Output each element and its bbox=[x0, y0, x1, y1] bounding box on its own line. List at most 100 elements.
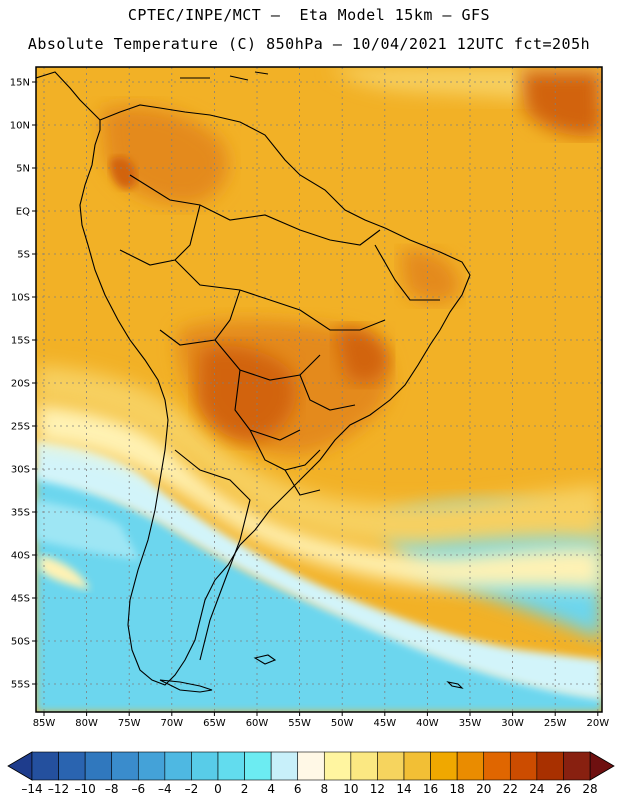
colorbar-swatch bbox=[483, 751, 511, 781]
colorbar-label: 14 bbox=[396, 782, 411, 796]
longitude-labels: 85W 80W 75W 70W 65W 60W 55W 50W 45W 40W 35W 30W 25W 2… bbox=[33, 712, 609, 729]
lon-label: 35W bbox=[459, 718, 482, 729]
colorbar-swatch bbox=[323, 751, 352, 781]
caribbean-islands bbox=[180, 71, 269, 81]
colorbar-label: 28 bbox=[582, 782, 597, 796]
lat-label: 30S bbox=[11, 465, 30, 476]
lat-label: 10S bbox=[11, 293, 30, 304]
colorbar-low-arrow bbox=[7, 751, 33, 781]
colorbar-swatch bbox=[84, 751, 113, 781]
lat-label: EQ bbox=[16, 207, 30, 218]
tierra-del-fuego bbox=[159, 679, 213, 693]
colorbar-swatch bbox=[244, 751, 272, 781]
colorbar-label: 10 bbox=[343, 782, 358, 796]
colorbar-swatch bbox=[563, 751, 591, 781]
colorbar-labels: –14 –12 –10 –8 –6 –4 –2 0 2 4 6 8 10 12 14 16 18 20 22 24 26… bbox=[21, 782, 597, 796]
colorbar-swatch bbox=[350, 751, 378, 781]
lon-label: 80W bbox=[75, 718, 98, 729]
lon-label: 85W bbox=[33, 718, 56, 729]
colorbar-swatch bbox=[58, 751, 86, 781]
lon-label: 20W bbox=[586, 718, 609, 729]
colorbar-high-arrow bbox=[589, 751, 615, 781]
latitude-labels: 15N 10N 5N EQ 5S 10S 15S 20S 25S 30S 35S 40S 45S 50S 5… bbox=[10, 78, 36, 691]
colorbar-label: 6 bbox=[294, 782, 302, 796]
colorbar-label: –4 bbox=[158, 782, 172, 796]
colorbar-swatch bbox=[217, 751, 245, 781]
colorbar-swatch bbox=[509, 751, 538, 781]
lon-label: 65W bbox=[203, 718, 226, 729]
lat-label: 5N bbox=[16, 164, 30, 175]
very-hot-chaco bbox=[198, 346, 296, 441]
lon-label: 55W bbox=[288, 718, 311, 729]
colorbar-label: 8 bbox=[320, 782, 328, 796]
colorbar-swatch bbox=[270, 751, 299, 781]
colorbar-swatch bbox=[430, 751, 458, 781]
mild-band bbox=[36, 400, 602, 590]
falkland-islands bbox=[253, 654, 277, 665]
colorbar-swatch bbox=[456, 751, 485, 781]
mild-pacific-patch bbox=[40, 555, 90, 590]
colorbar-swatch bbox=[536, 751, 564, 781]
colorbar-label: 16 bbox=[423, 782, 438, 796]
map-title-line1: CPTEC/INPE/MCT – Eta Model 15km – GFS bbox=[127, 6, 491, 24]
colorbar-label: –12 bbox=[48, 782, 69, 796]
colorbar-label: 18 bbox=[450, 782, 465, 796]
plot-frame bbox=[35, 66, 603, 713]
lat-label: 10N bbox=[10, 121, 30, 132]
cold-ocean-region bbox=[36, 470, 602, 712]
lon-label: 60W bbox=[246, 718, 269, 729]
lat-label: 50S bbox=[11, 637, 30, 648]
hot-region-northeast bbox=[400, 249, 460, 304]
lat-label: 45S bbox=[11, 594, 30, 605]
graticule bbox=[36, 67, 602, 712]
colorbar-swatch bbox=[137, 751, 166, 781]
colorbar-swatch bbox=[31, 751, 59, 781]
colorbar-swatch bbox=[191, 751, 219, 781]
colorbar-swatch bbox=[111, 751, 139, 781]
colorbar-label: 26 bbox=[556, 782, 571, 796]
colorbar-label: 24 bbox=[529, 782, 544, 796]
lon-label: 25W bbox=[544, 718, 567, 729]
country-borders bbox=[36, 71, 471, 693]
cool-transition-band bbox=[36, 440, 602, 700]
colorbar-label: 2 bbox=[241, 782, 249, 796]
colorbar-label: –14 bbox=[21, 782, 42, 796]
lon-label: 30W bbox=[501, 718, 524, 729]
colorbar-label: –2 bbox=[185, 782, 199, 796]
warm-yellow-band bbox=[36, 365, 602, 545]
very-hot-brazil bbox=[335, 326, 390, 384]
lat-label: 15N bbox=[10, 78, 30, 89]
central-america-coastline bbox=[36, 71, 101, 121]
colorbar-swatch bbox=[297, 751, 325, 781]
colorbar-label: –6 bbox=[131, 782, 145, 796]
colorbar-swatch bbox=[164, 751, 192, 781]
lat-label: 5S bbox=[17, 250, 30, 261]
colorbar-swatch bbox=[377, 751, 405, 781]
colorbar-label: –8 bbox=[105, 782, 119, 796]
south-georgia bbox=[446, 681, 464, 689]
hot-patch-atlantic bbox=[520, 70, 602, 137]
lon-label: 70W bbox=[160, 718, 183, 729]
colorbar-label: 12 bbox=[370, 782, 385, 796]
map-title-line2: Absolute Temperature (C) 850hPa – 10/04/… bbox=[27, 35, 591, 53]
colorbar-label: 0 bbox=[214, 782, 222, 796]
lon-label: 40W bbox=[416, 718, 439, 729]
colorbar-label: –10 bbox=[75, 782, 96, 796]
lat-label: 40S bbox=[11, 551, 30, 562]
colorbar bbox=[7, 751, 615, 781]
colorbar-swatch bbox=[403, 751, 431, 781]
internal-borders bbox=[119, 174, 440, 661]
lat-label: 15S bbox=[11, 336, 30, 347]
lon-label: 50W bbox=[331, 718, 354, 729]
lat-label: 55S bbox=[11, 680, 30, 691]
lat-label: 25S bbox=[11, 422, 30, 433]
colorbar-label: 20 bbox=[476, 782, 491, 796]
lon-label: 75W bbox=[118, 718, 141, 729]
lat-label: 35S bbox=[11, 508, 30, 519]
cool-pacific-patch bbox=[36, 500, 140, 560]
lon-label: 45W bbox=[373, 718, 396, 729]
colorbar-label: 22 bbox=[503, 782, 518, 796]
colorbar-label: 4 bbox=[267, 782, 275, 796]
lat-label: 20S bbox=[11, 379, 30, 390]
